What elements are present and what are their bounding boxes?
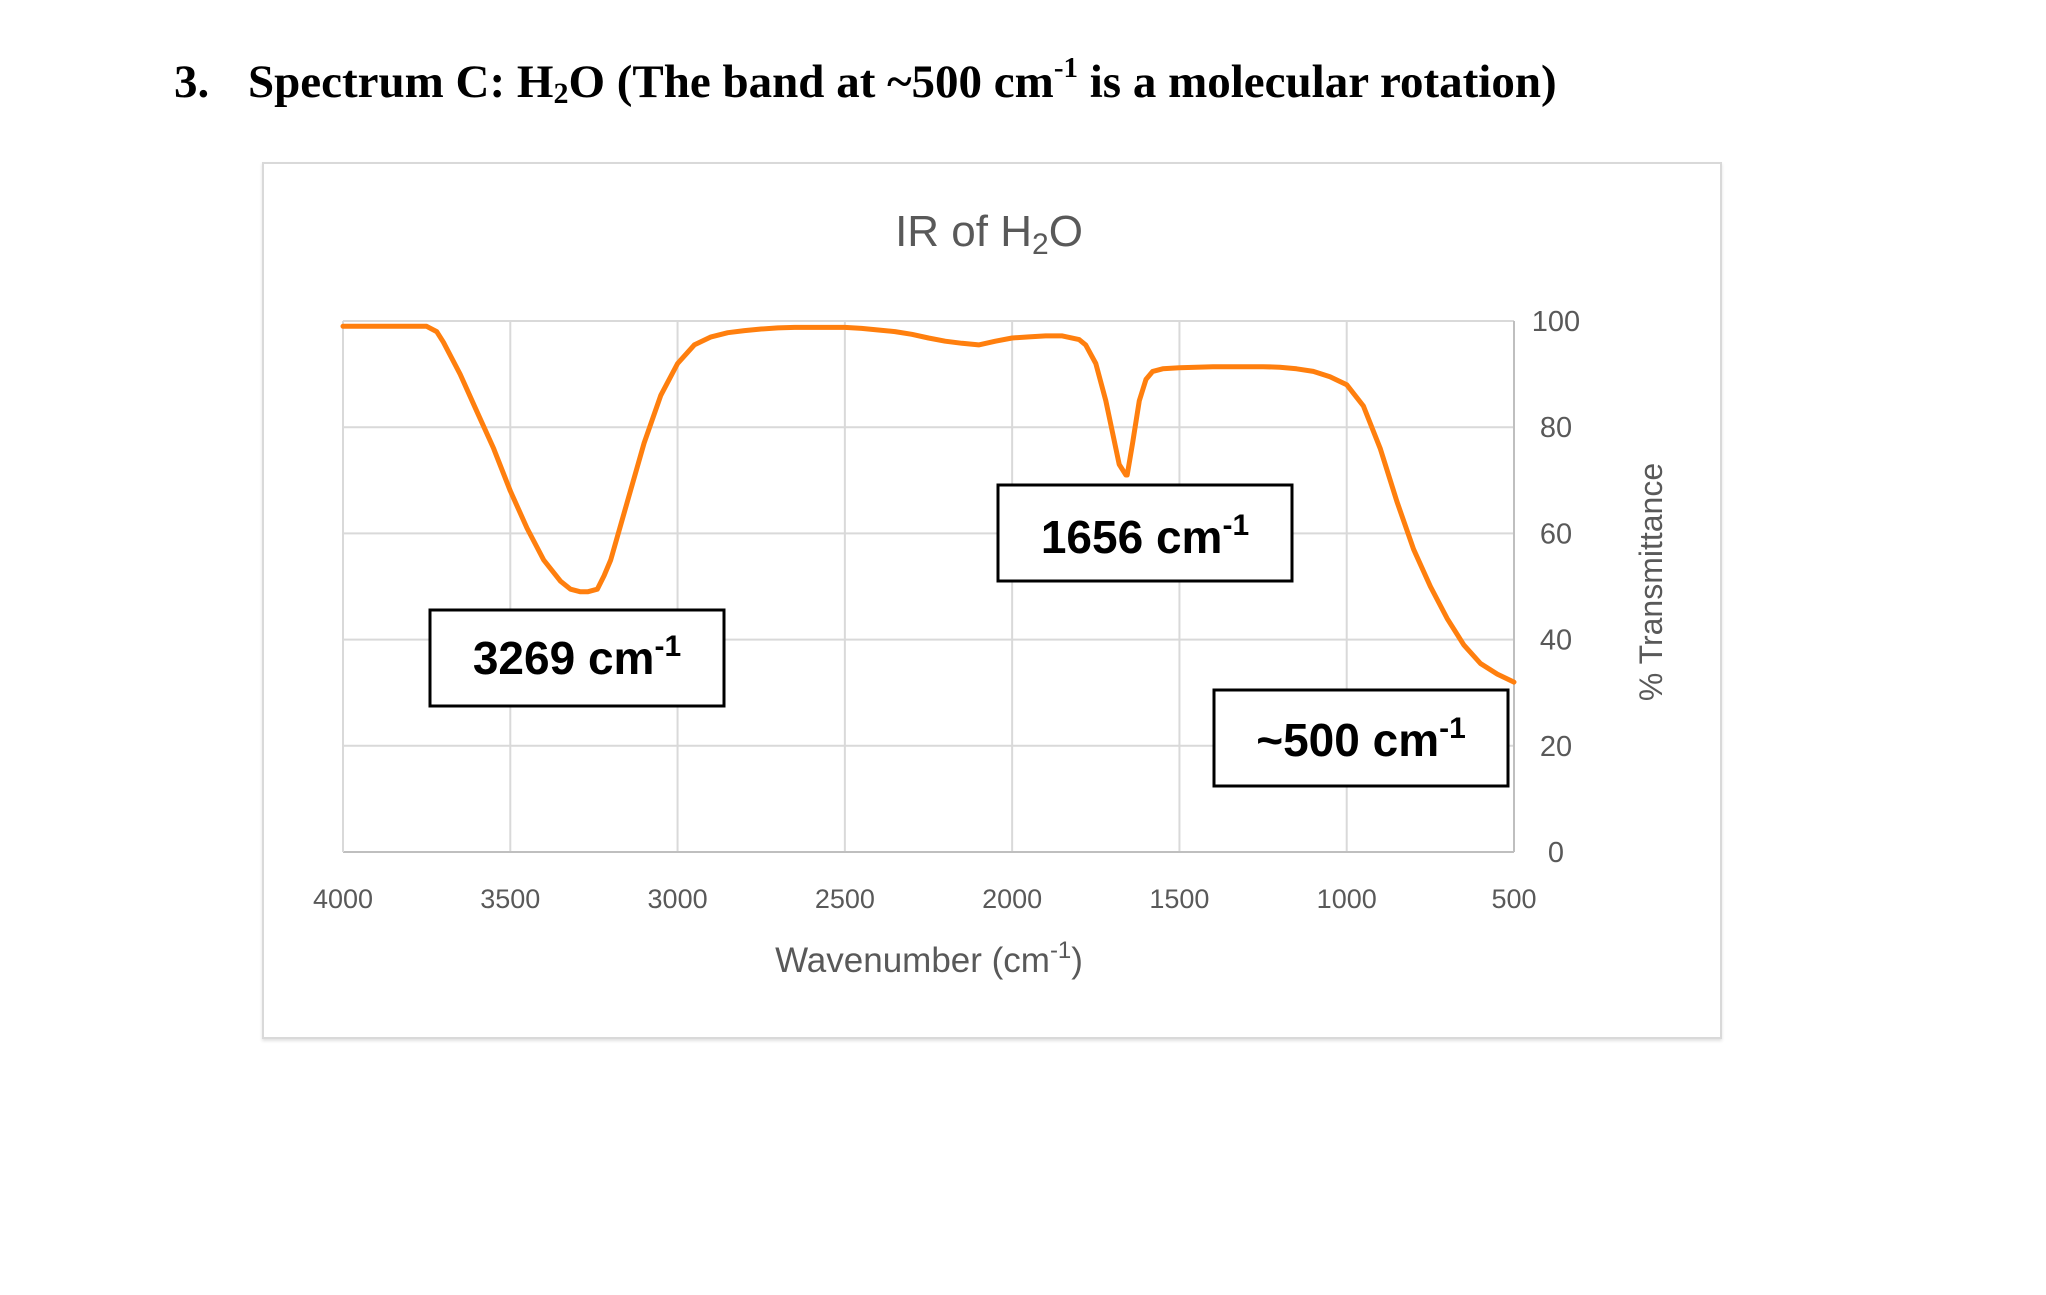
heading-subscript: 2 <box>553 77 569 110</box>
annotation-3269-unit: cm <box>588 632 654 684</box>
chart-title-main: IR of H <box>895 207 1032 256</box>
annotation-1656-sup: -1 <box>1222 509 1249 542</box>
annotation-1656-unit: cm <box>1156 511 1222 563</box>
annotation-500-box <box>1212 688 1510 788</box>
y-tick-label-20: 20 <box>1540 731 1572 763</box>
annotation-500-sup: -1 <box>1439 712 1466 745</box>
annotation-500-text: ~500 cm-1 <box>1256 712 1466 766</box>
y-tick-label-60: 60 <box>1540 518 1572 550</box>
x-tick-labels: 4000 3500 3000 2500 2000 1500 1000 500 <box>313 884 1537 914</box>
x-tick-label-4000: 4000 <box>313 884 373 914</box>
heading-superscript: -1 <box>1053 52 1078 84</box>
heading-number: 3. <box>174 56 210 108</box>
annotation-3269-value: 3269 <box>473 632 575 684</box>
annotation-500-unit: cm <box>1373 714 1439 766</box>
y-tick-labels: 0 20 40 60 80 100 <box>1532 306 1580 869</box>
x-tick-label-3000: 3000 <box>648 884 708 914</box>
series-line-0 <box>340 323 1517 685</box>
x-axis-label: Wavenumber (cm-1) <box>775 937 1083 980</box>
annotation-3269-box <box>428 608 726 708</box>
annotation-500: ~500 cm-1 <box>1212 688 1510 788</box>
annotation-1656-box <box>996 483 1294 583</box>
annotation-1656-value: 1656 <box>1041 511 1143 563</box>
heading-text-after: is a molecular rotation) <box>1077 56 1557 108</box>
y-tick-label-0: 0 <box>1548 837 1564 869</box>
x-tick-label-2000: 2000 <box>982 884 1042 914</box>
x-tick-label-2500: 2500 <box>815 884 875 914</box>
heading-text-mid: O (The band at ~500 cm <box>568 56 1054 108</box>
annotation-1656-text: 1656 cm-1 <box>1041 509 1249 563</box>
y-tick-label-100: 100 <box>1532 306 1580 338</box>
chart-title-end: O <box>1049 207 1083 256</box>
annotation-500-value: ~500 <box>1256 714 1360 766</box>
chart-title: IR of H2O <box>895 207 1083 261</box>
x-axis-label-superscript: -1 <box>1050 937 1071 964</box>
annotation-3269-sup: -1 <box>654 630 681 663</box>
y-tick-label-40: 40 <box>1540 625 1572 657</box>
x-axis-label-main: Wavenumber (cm <box>775 941 1050 980</box>
y-tick-label-80: 80 <box>1540 412 1572 444</box>
series-group <box>340 323 1517 685</box>
x-tick-label-500: 500 <box>1491 884 1536 914</box>
chart-title-subscript: 2 <box>1032 228 1049 261</box>
heading-text-before: Spectrum C: H <box>248 56 554 108</box>
x-tick-label-1000: 1000 <box>1317 884 1377 914</box>
annotation-1656: 1656 cm-1 <box>996 483 1294 583</box>
x-axis-label-end: ) <box>1071 941 1083 980</box>
page-heading: 3. Spectrum C: H2O (The band at ~500 cm-1… <box>174 52 1557 111</box>
chart-container <box>262 162 1722 1039</box>
axes <box>342 321 1515 853</box>
annotation-3269: 3269 cm-1 <box>428 608 726 708</box>
x-tick-label-1500: 1500 <box>1149 884 1209 914</box>
x-tick-label-3500: 3500 <box>480 884 540 914</box>
y-axis-label: % Transmittance <box>1633 463 1669 701</box>
annotation-3269-text: 3269 cm-1 <box>473 630 681 684</box>
